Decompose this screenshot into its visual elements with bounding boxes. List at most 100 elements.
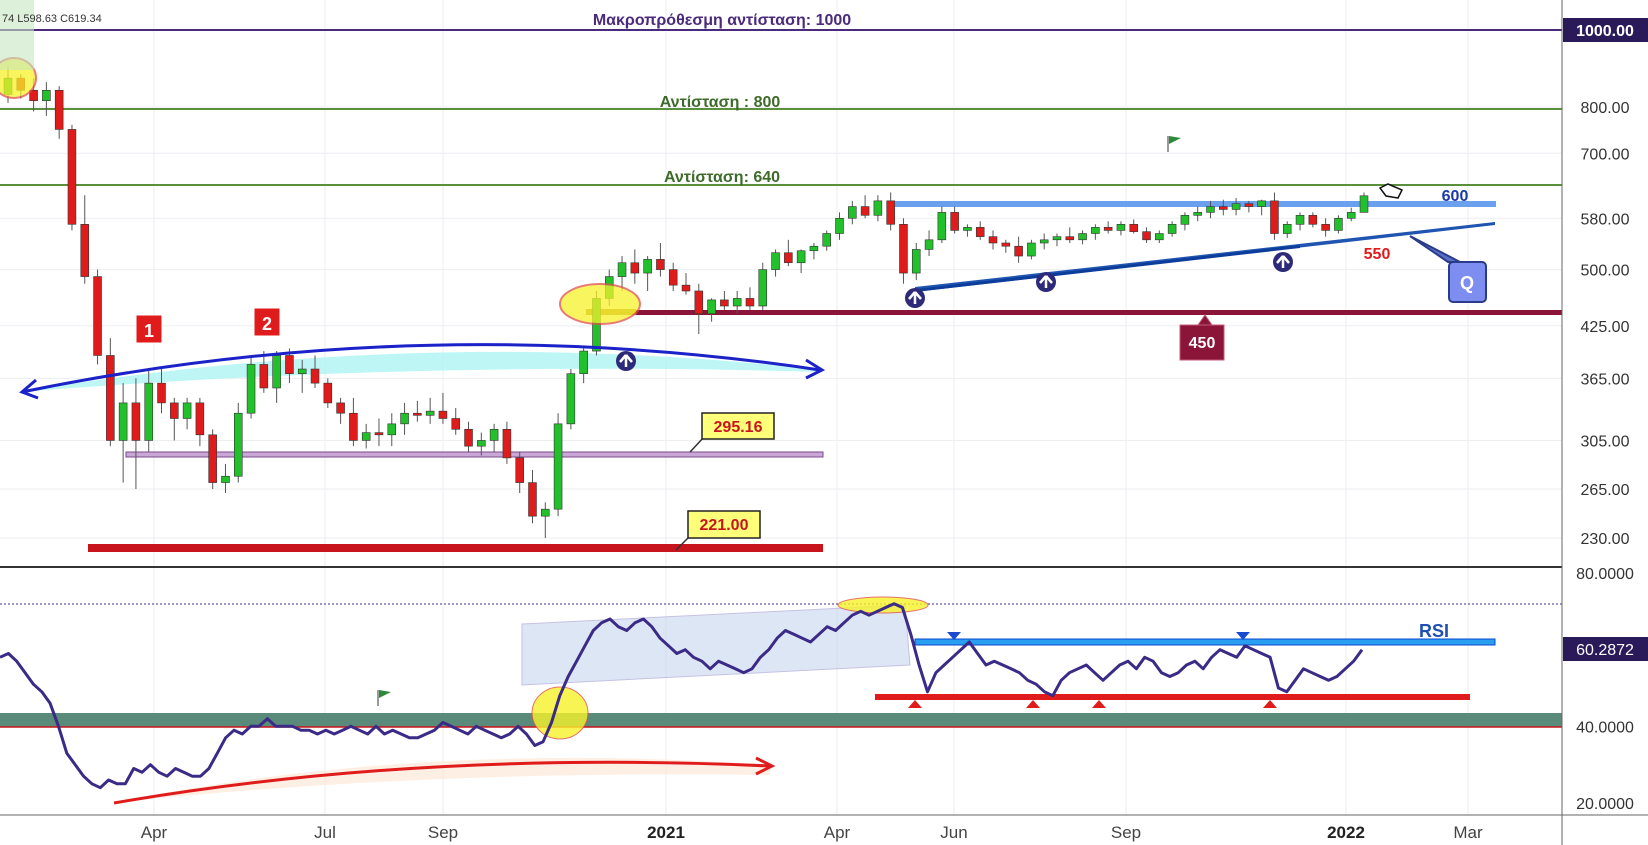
price-tick-label: 365.00 — [1581, 371, 1630, 388]
candle-body — [617, 262, 627, 277]
candle-body — [681, 284, 691, 292]
candle-body — [297, 368, 307, 374]
badge-450: 450 — [1179, 314, 1225, 361]
label-22100: 221.00 — [700, 517, 749, 534]
candle-body — [233, 412, 243, 477]
time-tick-label: Mar — [1453, 823, 1483, 842]
candle-body — [425, 410, 435, 416]
candle-body — [80, 223, 90, 277]
rsi-red-level — [875, 694, 1470, 700]
candle-body — [195, 402, 205, 436]
candle-body — [144, 382, 153, 441]
top-left-box — [0, 0, 34, 70]
candle-body — [502, 428, 512, 459]
candle-body — [1039, 239, 1049, 244]
candle-body — [489, 428, 499, 441]
arc-arrow-left — [19, 378, 39, 400]
q-callout: Q — [1409, 235, 1487, 303]
level-29516 — [125, 451, 824, 458]
trend-wedge-fill — [915, 245, 1300, 292]
rsi-blue-level — [914, 638, 1496, 646]
levels — [0, 29, 1562, 552]
candle-body — [553, 423, 563, 510]
candle-body — [131, 402, 141, 441]
resistance-640-label: Αντίσταση: 640 — [664, 169, 780, 186]
up-arrow-icon — [1036, 272, 1056, 292]
label-29516: 295.16 — [714, 419, 763, 436]
candle-body — [1014, 245, 1023, 257]
candle-body — [1219, 206, 1228, 210]
marker-2: 2 — [262, 314, 272, 334]
candle-body — [29, 89, 38, 102]
candle-body — [93, 276, 102, 356]
level-22100 — [88, 544, 823, 552]
candle-body — [1065, 236, 1075, 241]
q-label: Q — [1460, 273, 1474, 293]
candle-body — [1103, 227, 1113, 231]
rsi-band-40 — [0, 713, 1562, 727]
marker-1-box — [135, 314, 163, 344]
candle-body — [106, 355, 115, 441]
rsi-badge-label: 60.2872 — [1576, 642, 1634, 659]
price-tick-label: 800.00 — [1581, 100, 1630, 117]
level-600 — [888, 201, 1496, 207]
candle-body — [515, 457, 524, 483]
candle-body — [118, 402, 128, 441]
candle-body — [899, 223, 908, 274]
flag-icon — [1167, 136, 1181, 152]
candle-body — [170, 402, 179, 419]
candles — [3, 66, 1369, 538]
level-450 — [616, 310, 1562, 315]
candle-body — [1257, 200, 1266, 207]
price-axis: 800.00 700.00 580.00 500.00 425.00 365.00 305.… — [1576, 100, 1634, 813]
price-tick-label: 230.00 — [1581, 531, 1630, 548]
candle-body — [1206, 206, 1215, 213]
candle-body — [579, 350, 588, 374]
candle-body — [707, 299, 716, 315]
rsi-label: RSI — [1419, 621, 1449, 641]
candle-body — [835, 217, 844, 234]
candle-body — [822, 233, 831, 247]
candle-body — [1091, 227, 1100, 234]
ohlc-readout: 74 L598.63 C619.34 — [2, 13, 102, 25]
candle-body — [477, 440, 486, 447]
candle-body — [1334, 217, 1343, 231]
candle-body — [272, 355, 281, 389]
candle-body — [886, 200, 895, 225]
marker-1: 1 — [144, 321, 154, 341]
candle-body — [400, 412, 409, 425]
candle-body — [1308, 215, 1318, 225]
candle-body — [1282, 223, 1292, 234]
candle-body — [54, 89, 64, 130]
candle-body — [528, 482, 537, 517]
time-tick-label: Jun — [940, 823, 967, 842]
candle-body — [1180, 215, 1190, 225]
candle-body — [464, 428, 473, 447]
candle-body — [796, 250, 806, 264]
candle-body — [694, 290, 704, 315]
flag-icon — [377, 690, 391, 706]
candle-body — [963, 227, 972, 231]
rsi-red-arc-arrow — [755, 756, 776, 776]
arc-arrow-right — [805, 358, 826, 380]
candle-body — [42, 89, 51, 102]
candle-body — [643, 259, 652, 274]
callout-22100: 221.00 — [675, 510, 761, 551]
candle-body — [732, 298, 742, 307]
price-badge: 1000.00 — [1563, 18, 1648, 42]
price-tick-label: 500.00 — [1581, 263, 1630, 280]
candle-body — [336, 402, 345, 414]
rsi-red-arc — [113, 760, 771, 805]
time-tick-label: Apr — [141, 823, 168, 842]
time-tick-label: 2021 — [647, 823, 685, 842]
candle-body — [566, 373, 576, 425]
price-badge-label: 1000.00 — [1576, 23, 1634, 40]
candle-body — [937, 212, 947, 241]
candle-body — [758, 269, 768, 307]
up-arrow-icon — [616, 351, 636, 371]
label-550: 550 — [1364, 246, 1391, 263]
rsi-channel — [521, 604, 911, 686]
label-450: 450 — [1189, 335, 1216, 352]
candle-body — [975, 227, 985, 237]
candle-body — [1142, 231, 1151, 241]
